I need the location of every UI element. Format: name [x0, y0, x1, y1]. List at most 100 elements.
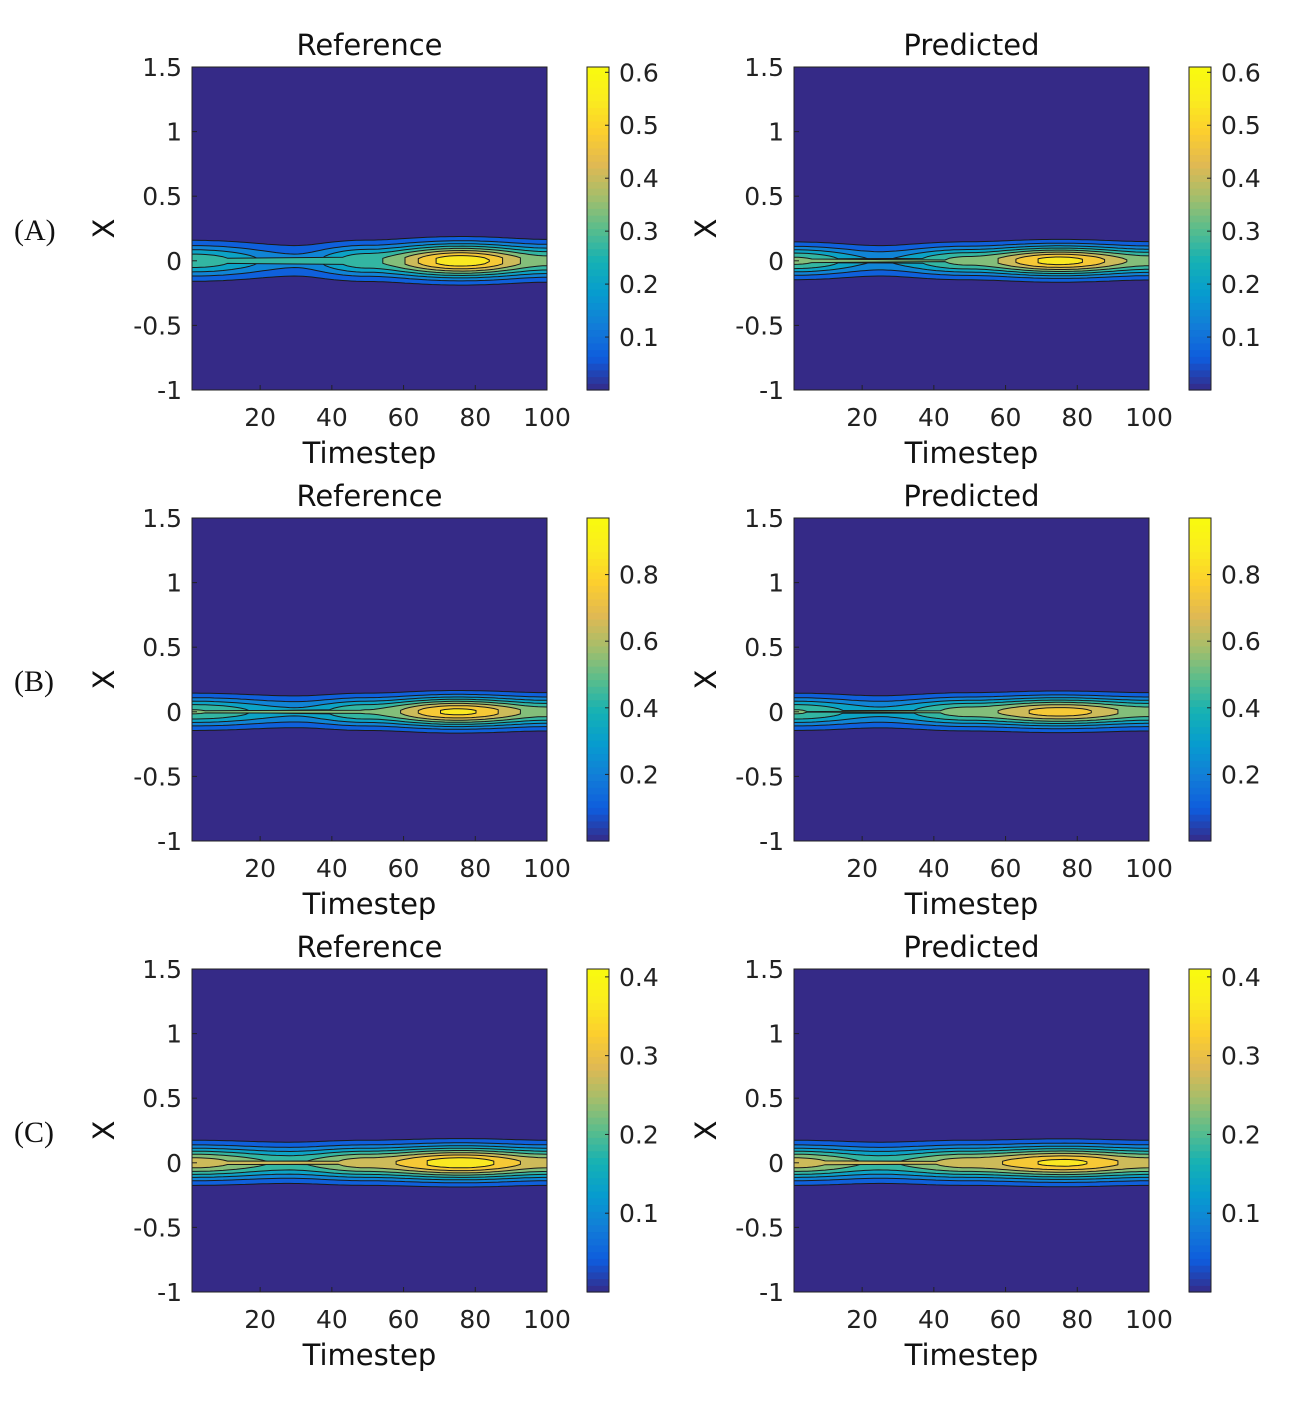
colorbar-swatch [587, 592, 609, 600]
axes-box [191, 968, 548, 1293]
colorbar-swatch [1189, 740, 1211, 748]
colorbar: 0.1 0.2 0.3 0.4 [1188, 963, 1261, 1293]
y-tick-label: -0.5 [735, 311, 784, 340]
colorbar-swatch [1189, 1238, 1211, 1246]
colorbar-tick-label: 0.3 [619, 1042, 659, 1071]
colorbar-swatch [1189, 147, 1211, 156]
colorbar-swatch [587, 1217, 609, 1226]
colorbar-frame [1188, 517, 1212, 842]
colorbar-swatch [587, 349, 609, 357]
y-tick-label: 1.5 [744, 504, 784, 533]
colorbar-swatch [587, 87, 609, 95]
colorbar-swatch [587, 1285, 609, 1293]
colorbar-swatch [587, 706, 609, 714]
colorbar-swatch [587, 100, 609, 108]
colorbar-swatch [587, 1143, 609, 1152]
colorbar-swatch [587, 672, 609, 681]
axes-box [191, 517, 548, 842]
contour-background [794, 969, 1149, 1292]
colorbar-swatch [1189, 1049, 1211, 1058]
colorbar-swatch [1189, 376, 1211, 384]
colorbar-swatch [1189, 282, 1211, 290]
colorbar-swatch [587, 1022, 609, 1031]
colorbar-swatch [1189, 578, 1211, 586]
y-tick-label: 0.5 [142, 1084, 182, 1113]
colorbar-swatch [587, 598, 609, 607]
colorbar-swatch [587, 255, 609, 263]
colorbar-swatch [1189, 1258, 1211, 1266]
colorbar: 0.2 0.4 0.6 0.8 [1188, 517, 1261, 842]
colorbar-swatch [587, 174, 609, 182]
colorbar-swatch [1189, 295, 1211, 304]
panel-2-reference: 20 40 60 80 100 -1 -0.5 0 0.5 1 1.5 Reference Timest… [87, 479, 659, 921]
x-tick-label: 100 [1125, 403, 1173, 432]
colorbar-swatch [1189, 383, 1211, 391]
colorbar-swatch [1189, 1251, 1211, 1259]
colorbar-swatch [1189, 780, 1211, 788]
colorbar-swatch [587, 746, 609, 755]
colorbar-swatch [1189, 302, 1211, 310]
colorbar-swatch [1189, 1157, 1211, 1165]
colorbar-swatch [1189, 87, 1211, 95]
y-tick-label: 1 [768, 569, 784, 598]
colorbar-swatch [1189, 592, 1211, 600]
y-tick-label: 0 [166, 247, 182, 276]
colorbar-swatch [587, 201, 609, 209]
colorbar-swatch [587, 1251, 609, 1259]
y-tick-label: 0.5 [744, 182, 784, 211]
colorbar-swatch [587, 221, 609, 230]
y-tick-label: 1 [768, 118, 784, 147]
colorbar-swatch [1189, 141, 1211, 149]
colorbar-swatch [587, 558, 609, 566]
colorbar-swatch [587, 1271, 609, 1280]
y-tick-label: -1 [157, 1278, 182, 1307]
x-tick-label: 20 [244, 1305, 276, 1334]
colorbar-swatch [587, 1137, 609, 1145]
x-tick-label: 20 [846, 1305, 878, 1334]
colorbar-swatch [587, 282, 609, 290]
chart-title: Predicted [903, 930, 1039, 964]
colorbar: 0.1 0.2 0.3 0.4 0.5 0.6 [1188, 58, 1261, 391]
colorbar-swatch [587, 1231, 609, 1239]
contour-band [440, 708, 477, 716]
colorbar-swatch [1189, 834, 1211, 842]
contour-background [192, 969, 547, 1292]
colorbar-tick-label: 0.4 [1221, 694, 1261, 723]
colorbar-swatch [1189, 188, 1211, 196]
x-axis-label: Timestep [904, 1338, 1039, 1372]
colorbar-swatch [1189, 699, 1211, 708]
colorbar-swatch [1189, 1063, 1211, 1071]
colorbar-swatch [587, 995, 609, 1004]
contour-band [435, 255, 490, 267]
colorbar-swatch [587, 975, 609, 984]
panel-3-reference: 20 40 60 80 100 -1 -0.5 0 0.5 1 1.5 Reference Timest… [87, 930, 659, 1372]
colorbar-swatch [587, 329, 609, 337]
colorbar-swatch [1189, 336, 1211, 344]
colorbar-frame [1188, 968, 1212, 1293]
colorbar-swatch [1189, 1231, 1211, 1239]
y-tick-label: -1 [759, 1278, 784, 1307]
colorbar-swatch [587, 585, 609, 593]
y-tick-label: 0.5 [142, 182, 182, 211]
colorbar-swatch [1189, 618, 1211, 627]
colorbar-swatch [1189, 565, 1211, 573]
colorbar-tick-label: 0.2 [619, 760, 659, 789]
colorbar-swatch [587, 1063, 609, 1071]
x-tick-label: 60 [388, 1305, 420, 1334]
colorbar-swatch [1189, 551, 1211, 559]
colorbar-tick-label: 0.3 [1221, 1042, 1261, 1071]
contour-background [192, 67, 547, 390]
colorbar-swatch [1189, 174, 1211, 182]
y-tick-label: 1 [166, 569, 182, 598]
colorbar-swatch [1189, 208, 1211, 216]
colorbar-swatch [1189, 686, 1211, 694]
axes-box [191, 66, 548, 391]
y-tick-label: 1 [166, 118, 182, 147]
y-tick-label: 1.5 [142, 53, 182, 82]
contour-background [794, 67, 1149, 390]
colorbar-swatch [1189, 753, 1211, 761]
y-tick-label: -0.5 [133, 1213, 182, 1242]
colorbar-swatch [1189, 262, 1211, 270]
colorbar-swatch [587, 518, 609, 526]
